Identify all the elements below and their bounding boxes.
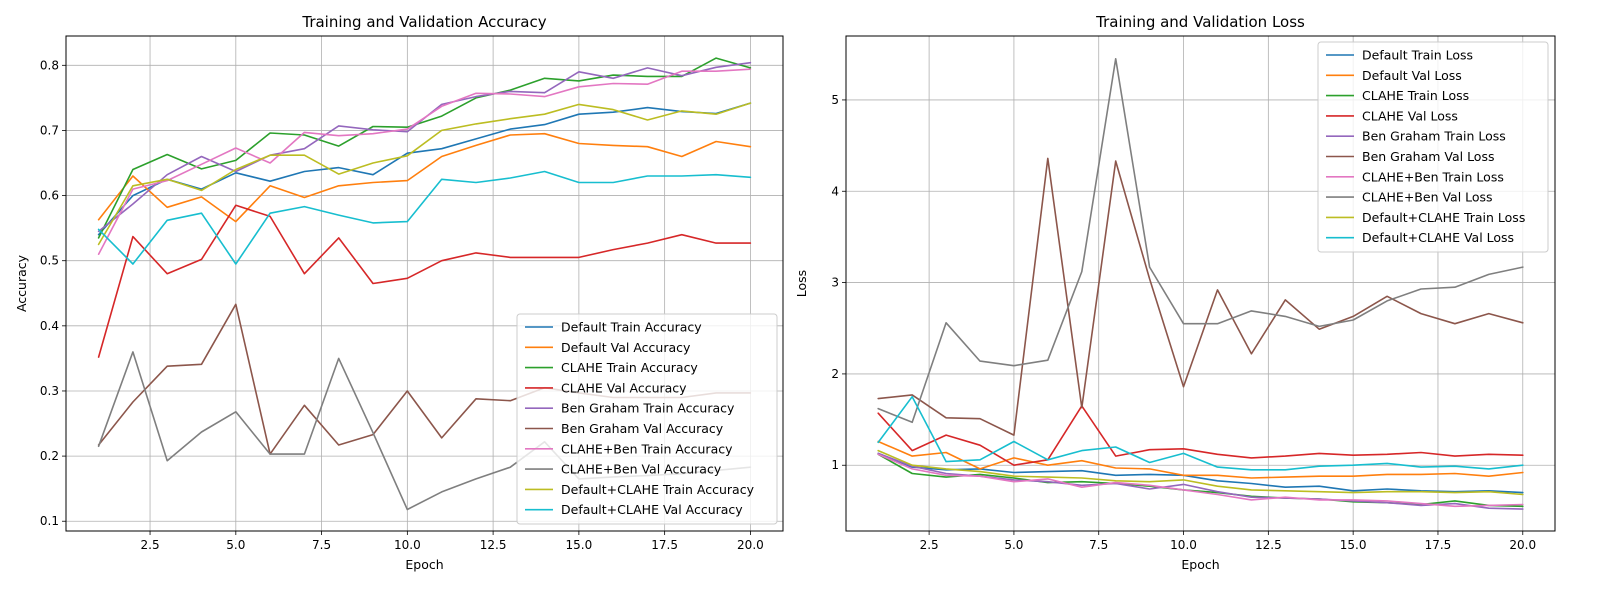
accuracy-x-tick-label: 15.0	[566, 538, 593, 552]
loss-x-tick-label: 7.5	[1089, 538, 1108, 552]
accuracy-legend: Default Train Accuracy Default Val Accura…	[516, 313, 778, 525]
loss-x-tick-label: 15.0	[1340, 538, 1367, 552]
accuracy-legend-box	[516, 313, 778, 525]
accuracy-chart-title: Training and Validation Accuracy	[301, 13, 546, 31]
accuracy-y-axis-label: Accuracy	[14, 254, 29, 312]
accuracy-y-tick-label: 0.3	[40, 384, 59, 398]
accuracy-series-2	[97, 57, 752, 239]
loss-series-5	[877, 157, 1524, 436]
loss-chart: 2.5 5.0 7.5 10.0 12.5 15.0 17.5 20.0 1 2 3 4 5 Traini…	[794, 13, 1556, 572]
accuracy-legend-label: Default Train Accuracy	[561, 320, 702, 335]
loss-x-tick-label: 2.5	[920, 538, 939, 552]
loss-legend-label: CLAHE Val Loss	[1362, 108, 1458, 123]
accuracy-legend-label: CLAHE Val Accuracy	[561, 380, 687, 395]
loss-series-1	[877, 440, 1524, 479]
accuracy-x-axis-label: Epoch	[405, 557, 443, 572]
accuracy-y-tick-label: 0.6	[40, 189, 59, 203]
accuracy-legend-label: Ben Graham Val Accuracy	[561, 421, 724, 436]
loss-series-7	[877, 57, 1524, 424]
loss-legend-label: Default Val Loss	[1362, 68, 1462, 83]
accuracy-legend-label: Default Val Accuracy	[561, 340, 691, 355]
accuracy-legend-label: CLAHE Train Accuracy	[561, 360, 698, 375]
accuracy-legend-label: Default+CLAHE Train Accuracy	[561, 482, 755, 497]
accuracy-x-tick-label: 10.0	[394, 538, 421, 552]
loss-legend-label: Ben Graham Val Loss	[1362, 149, 1494, 164]
loss-y-tick-label: 1	[831, 458, 839, 472]
loss-y-tick-label: 5	[831, 93, 839, 107]
accuracy-y-tick-label: 0.7	[40, 123, 59, 137]
loss-x-tick-label: 12.5	[1255, 538, 1282, 552]
loss-legend-label: CLAHE+Ben Val Loss	[1362, 190, 1493, 205]
accuracy-series-9	[97, 170, 752, 265]
accuracy-x-tick-label: 7.5	[312, 538, 331, 552]
loss-x-tick-label: 20.0	[1509, 538, 1536, 552]
loss-plot-frame	[845, 35, 1556, 532]
loss-x-axis-label: Epoch	[1181, 557, 1219, 572]
accuracy-series-3	[97, 204, 752, 358]
loss-legend-label: Default Train Loss	[1362, 48, 1473, 63]
loss-y-axis-label: Loss	[794, 270, 809, 297]
loss-legend-label: Ben Graham Train Loss	[1362, 129, 1506, 144]
loss-series-9	[877, 395, 1524, 471]
accuracy-legend-label: CLAHE+Ben Val Accuracy	[561, 462, 722, 477]
accuracy-legend-label: Default+CLAHE Val Accuracy	[561, 502, 743, 517]
loss-x-tick-label: 10.0	[1170, 538, 1197, 552]
loss-legend-label: CLAHE+Ben Train Loss	[1362, 169, 1504, 184]
accuracy-x-tick-label: 17.5	[651, 538, 678, 552]
accuracy-x-tick-label: 20.0	[737, 538, 764, 552]
accuracy-y-tick-label: 0.1	[40, 514, 59, 528]
accuracy-y-tick-label: 0.2	[40, 449, 59, 463]
accuracy-series-1	[97, 132, 752, 223]
loss-legend-box	[1317, 41, 1549, 253]
accuracy-y-tick-label: 0.5	[40, 254, 59, 268]
accuracy-x-tick-label: 5.0	[226, 538, 245, 552]
loss-y-tick-label: 4	[831, 184, 839, 198]
accuracy-x-tick-label: 12.5	[480, 538, 507, 552]
loss-series-6	[877, 453, 1524, 508]
accuracy-legend-label: Ben Graham Train Accuracy	[561, 401, 735, 416]
loss-legend-label: Default+CLAHE Train Loss	[1362, 210, 1525, 225]
accuracy-chart: 2.5 5.0 7.5 10.0 12.5 15.0 17.5 20.0 0.1 0.2 0.3 0.…	[14, 13, 784, 572]
accuracy-series-6	[97, 68, 752, 255]
accuracy-legend-label: CLAHE+Ben Train Accuracy	[561, 441, 733, 456]
loss-series-3	[877, 405, 1524, 467]
loss-x-tick-label: 5.0	[1004, 538, 1023, 552]
loss-series-8	[877, 449, 1524, 496]
accuracy-y-tick-label: 0.4	[40, 319, 59, 333]
loss-x-tick-label: 17.5	[1425, 538, 1452, 552]
loss-chart-title: Training and Validation Loss	[1095, 13, 1305, 31]
loss-legend-label: CLAHE Train Loss	[1362, 88, 1469, 103]
loss-y-tick-label: 3	[831, 276, 839, 290]
accuracy-series-8	[97, 102, 752, 246]
loss-legend: Default Train Loss Default Val Loss CLAHE …	[1317, 41, 1549, 253]
loss-series-0	[877, 452, 1524, 494]
loss-legend-label: Default+CLAHE Val Loss	[1362, 230, 1514, 245]
accuracy-y-tick-label: 0.8	[40, 58, 59, 72]
accuracy-x-tick-label: 2.5	[141, 538, 160, 552]
accuracy-plot-frame	[65, 35, 784, 532]
loss-y-tick-label: 2	[831, 367, 839, 381]
